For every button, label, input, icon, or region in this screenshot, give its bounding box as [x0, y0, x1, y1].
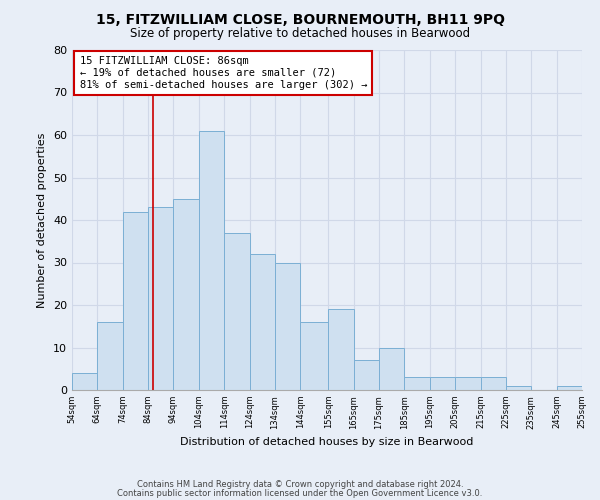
Bar [379, 348, 404, 390]
Bar [481, 378, 506, 390]
Bar [430, 378, 455, 390]
Bar [173, 198, 199, 390]
Bar [404, 378, 430, 390]
Text: Contains HM Land Registry data © Crown copyright and database right 2024.: Contains HM Land Registry data © Crown c… [137, 480, 463, 489]
X-axis label: Distribution of detached houses by size in Bearwood: Distribution of detached houses by size … [181, 437, 473, 447]
Bar [301, 322, 328, 390]
Bar [97, 322, 123, 390]
Bar [455, 378, 481, 390]
Text: Contains public sector information licensed under the Open Government Licence v3: Contains public sector information licen… [118, 488, 482, 498]
Bar [275, 262, 301, 390]
Bar [506, 386, 531, 390]
Bar [353, 360, 379, 390]
Text: 15 FITZWILLIAM CLOSE: 86sqm
← 19% of detached houses are smaller (72)
81% of sem: 15 FITZWILLIAM CLOSE: 86sqm ← 19% of det… [80, 56, 367, 90]
Bar [557, 386, 582, 390]
Bar [72, 373, 97, 390]
Bar [328, 309, 353, 390]
Text: 15, FITZWILLIAM CLOSE, BOURNEMOUTH, BH11 9PQ: 15, FITZWILLIAM CLOSE, BOURNEMOUTH, BH11… [95, 12, 505, 26]
Bar [199, 130, 224, 390]
Bar [123, 212, 148, 390]
Y-axis label: Number of detached properties: Number of detached properties [37, 132, 47, 308]
Text: Size of property relative to detached houses in Bearwood: Size of property relative to detached ho… [130, 28, 470, 40]
Bar [148, 207, 173, 390]
Bar [224, 233, 250, 390]
Bar [250, 254, 275, 390]
